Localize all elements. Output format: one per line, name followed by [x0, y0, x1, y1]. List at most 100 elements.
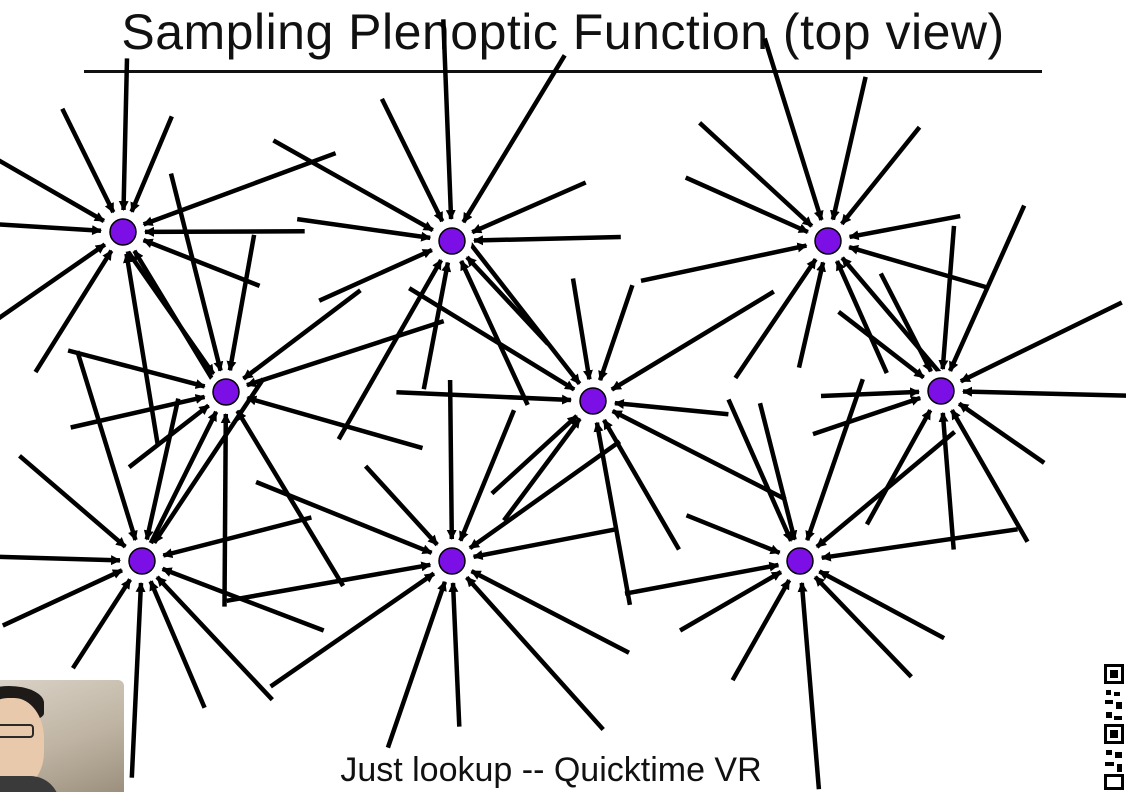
face-shape — [0, 698, 44, 788]
incoming-ray-arrow — [109, 225, 216, 376]
incoming-ray-arrow — [139, 410, 219, 564]
incoming-ray-arrow — [597, 284, 635, 382]
title-underline — [84, 70, 1042, 73]
incoming-ray-arrow — [379, 97, 445, 223]
incoming-ray-arrow — [848, 213, 961, 241]
incoming-ray-arrow — [730, 578, 792, 682]
incoming-ray-arrow — [864, 409, 933, 526]
incoming-ray-arrow — [408, 286, 576, 392]
incoming-ray-arrow — [363, 464, 439, 547]
incoming-ray-arrow — [235, 409, 346, 588]
incoming-ray-arrow — [0, 554, 121, 566]
incoming-ray-arrow — [446, 379, 457, 540]
incoming-ray-arrow — [698, 121, 814, 228]
slide-caption: Just lookup -- Quicktime VR — [340, 751, 762, 789]
incoming-ray-arrow — [472, 526, 619, 560]
slide-title: Sampling Plenoptic Function (top view) — [121, 4, 1005, 60]
incoming-ray-arrow — [805, 378, 865, 542]
incoming-ray-arrow — [396, 389, 572, 405]
incoming-ray-arrow — [465, 575, 605, 732]
incoming-ray-arrow — [75, 350, 138, 541]
incoming-ray-arrow — [129, 582, 146, 778]
incoming-ray-arrow — [796, 261, 826, 369]
incoming-ray-arrow — [818, 569, 946, 641]
incoming-ray-arrow — [242, 288, 362, 381]
incoming-ray-arrow — [143, 398, 181, 541]
incoming-ray-arrow — [962, 386, 1126, 398]
incoming-ray-arrow — [502, 417, 582, 522]
incoming-ray-arrow — [272, 138, 434, 233]
incoming-ray-arrow — [473, 234, 621, 246]
incoming-ray-arrow — [162, 515, 312, 559]
incoming-ray-arrow — [840, 256, 954, 389]
incoming-ray-arrow — [67, 348, 206, 389]
incoming-ray-arrow — [797, 581, 822, 790]
incoming-ray-arrow — [0, 158, 106, 223]
incoming-ray-arrow — [938, 411, 956, 550]
incoming-ray-arrow — [812, 395, 922, 437]
incoming-ray-arrow — [830, 76, 868, 221]
viewpoint-node — [927, 377, 955, 405]
incoming-ray-arrow — [613, 398, 729, 417]
incoming-ray-arrow — [1, 568, 123, 628]
incoming-ray-arrow — [570, 278, 593, 381]
incoming-ray-arrow — [820, 387, 920, 399]
incoming-ray-arrow — [129, 115, 174, 213]
incoming-ray-arrow — [226, 561, 432, 604]
incoming-ray-arrow — [834, 260, 889, 375]
incoming-ray-arrow — [837, 310, 925, 380]
glasses-shape — [0, 724, 34, 738]
incoming-ray-arrow — [118, 58, 130, 211]
incoming-ray-arrow — [733, 257, 818, 380]
incoming-ray-arrow — [471, 180, 587, 235]
incoming-ray-arrow — [255, 479, 433, 555]
presenter-webcam-thumbnail — [0, 680, 124, 792]
incoming-ray-arrow — [155, 575, 274, 702]
incoming-ray-arrow — [957, 401, 1046, 465]
incoming-ray-arrow — [148, 580, 207, 709]
shirt-shape — [0, 776, 60, 792]
incoming-ray-arrow — [947, 204, 1027, 372]
incoming-ray-arrow — [610, 289, 775, 392]
viewpoint-node — [212, 378, 240, 406]
incoming-ray-arrow — [640, 242, 808, 284]
incoming-ray-arrow — [220, 413, 231, 607]
incoming-ray-arrow — [336, 258, 444, 441]
viewpoint-group — [103, 212, 961, 581]
viewpoint-node — [438, 227, 466, 255]
viewpoint-node — [438, 547, 466, 575]
incoming-ray-arrow — [385, 580, 448, 749]
incoming-ray-arrow — [593, 421, 633, 606]
incoming-ray-arrow — [461, 54, 567, 224]
incoming-ray-arrow — [757, 402, 798, 541]
incoming-ray-arrow — [840, 125, 922, 226]
incoming-ray-arrow — [820, 527, 1018, 562]
incoming-ray-arrow — [33, 249, 114, 374]
viewpoint-node — [786, 547, 814, 575]
incoming-ray-arrow — [611, 408, 787, 502]
incoming-ray-arrow — [815, 430, 957, 549]
viewpoint-node — [579, 387, 607, 415]
incoming-ray-arrow — [448, 582, 462, 727]
incoming-ray-arrow — [490, 414, 579, 496]
incoming-ray-arrow — [71, 578, 132, 670]
incoming-ray-arrow — [60, 107, 116, 214]
incoming-ray-arrow — [726, 398, 794, 542]
incoming-ray-arrow — [938, 225, 957, 371]
incoming-ray-arrow — [269, 571, 436, 689]
incoming-ray-arrow — [470, 569, 631, 655]
viewpoint-node — [128, 547, 156, 575]
viewpoint-node — [109, 218, 137, 246]
incoming-ray-arrow — [762, 37, 824, 221]
incoming-ray-arrow — [296, 216, 432, 242]
incoming-ray-arrow — [441, 19, 456, 220]
incoming-ray-arrow — [461, 232, 582, 386]
incoming-ray-arrow — [123, 252, 161, 447]
incoming-ray-arrow — [813, 575, 913, 679]
incoming-ray-arrow — [848, 244, 987, 290]
incoming-ray-arrow — [142, 151, 337, 227]
incoming-ray-arrow — [949, 408, 1030, 543]
incoming-ray-arrow — [459, 260, 530, 406]
incoming-ray-arrow — [878, 272, 934, 373]
